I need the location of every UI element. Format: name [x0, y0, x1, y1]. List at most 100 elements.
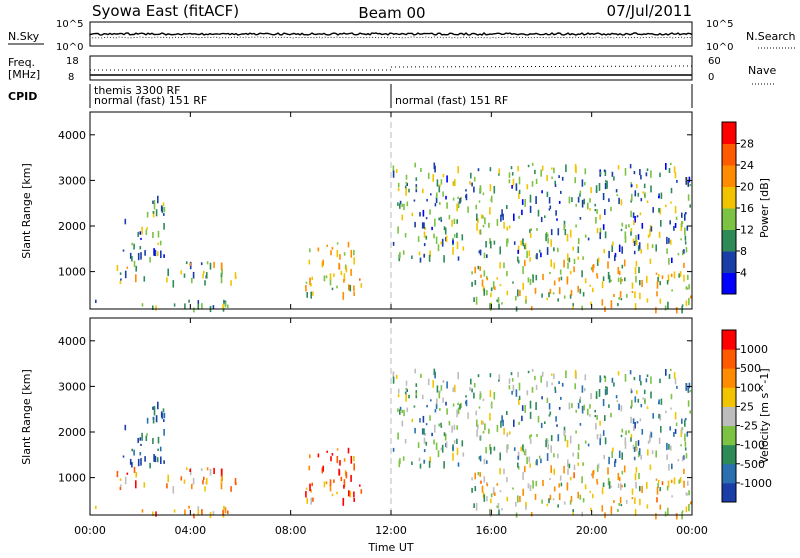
- echo-cell: [554, 386, 556, 391]
- echo-cell: [633, 456, 636, 461]
- echo-cell: [644, 398, 646, 405]
- echo-cell: [634, 190, 637, 197]
- echo-cell: [473, 503, 475, 508]
- echo-cell: [353, 257, 355, 265]
- echo-cell: [145, 229, 148, 235]
- cpid-seg1-line1: themis 3300 RF: [94, 84, 181, 97]
- echo-cell: [433, 439, 435, 445]
- echo-cell: [223, 505, 225, 510]
- echo-cell: [149, 462, 151, 469]
- echo-cell: [685, 247, 688, 253]
- echo-cell: [397, 182, 400, 188]
- echo-cell: [494, 286, 496, 290]
- echo-cell: [614, 252, 617, 257]
- echo-cell: [524, 199, 526, 207]
- echo-cell: [486, 290, 488, 296]
- echo-cell: [445, 441, 448, 449]
- echo-cell: [582, 256, 584, 260]
- echo-cell: [617, 303, 619, 307]
- echo-cell: [617, 371, 620, 376]
- echo-cell: [227, 510, 229, 514]
- echo-cell: [636, 184, 638, 189]
- echo-cell: [656, 291, 658, 297]
- echo-cell: [422, 394, 424, 400]
- echo-cell: [595, 391, 598, 398]
- nsky-strip: N.Sky 10^5 10^0 10^5 10^0 N.Search: [8, 19, 796, 53]
- echo-cell: [549, 411, 552, 415]
- echo-cell: [499, 284, 502, 287]
- echo-cell: [330, 456, 332, 462]
- nsearch-tick-bottom: 10^0: [706, 42, 733, 53]
- echo-cell: [124, 270, 127, 279]
- echo-cell: [621, 485, 623, 488]
- echo-cell: [503, 221, 505, 229]
- echo-cell: [599, 433, 602, 441]
- echo-cell: [546, 439, 549, 444]
- echo-cell: [633, 220, 635, 225]
- echo-cell: [423, 243, 426, 247]
- echo-cell: [540, 169, 542, 177]
- echo-cell: [183, 273, 186, 278]
- echo-cell: [438, 217, 440, 221]
- echo-cell: [646, 298, 649, 303]
- echo-cell: [397, 432, 399, 440]
- echo-cell: [572, 303, 574, 307]
- echo-cell: [686, 225, 689, 231]
- echo-cell: [423, 437, 426, 444]
- echo-cell: [644, 192, 646, 199]
- echo-cell: [230, 280, 232, 286]
- echo-cell: [483, 288, 486, 296]
- echo-cell: [485, 241, 487, 248]
- echo-cell: [153, 201, 156, 210]
- echo-cell: [340, 476, 343, 482]
- echo-cell: [540, 375, 542, 383]
- power-colorbar-label: Power [dB]: [758, 178, 771, 238]
- echo-cell: [617, 277, 620, 282]
- echo-cell: [529, 400, 532, 409]
- echo-cell: [621, 222, 624, 227]
- echo-cell: [451, 219, 453, 227]
- echo-cell: [595, 185, 598, 192]
- echo-cell: [561, 382, 564, 387]
- echo-cell: [635, 481, 637, 489]
- echo-cell: [669, 220, 671, 225]
- echo-cell: [201, 303, 203, 309]
- echo-cell: [554, 389, 557, 393]
- echo-cell: [360, 283, 363, 288]
- echo-cell: [133, 449, 135, 456]
- echo-cell: [162, 408, 165, 413]
- echo-cell: [517, 256, 519, 262]
- echo-cell: [482, 215, 484, 219]
- echo-cell: [678, 479, 680, 484]
- velocity-colorbar: 1000 500 100 25 -25 -100 -500 -1000 Velocity [m…: [721, 329, 772, 503]
- echo-cell: [632, 418, 635, 424]
- echo-cell: [550, 239, 552, 247]
- echo-cell: [625, 430, 627, 435]
- echo-cell: [131, 462, 133, 468]
- echo-cell: [599, 377, 602, 382]
- echo-cell: [548, 403, 551, 410]
- echo-cell: [531, 181, 534, 187]
- echo-cell: [674, 206, 677, 214]
- echo-cell: [508, 431, 511, 435]
- echo-cell: [440, 385, 443, 391]
- echo-cell: [602, 482, 605, 487]
- echo-cell: [433, 368, 436, 376]
- echo-cell: [620, 298, 623, 301]
- cpid-seg1-line2: normal (fast) 151 RF: [94, 94, 207, 107]
- echo-cell: [467, 206, 469, 213]
- echo-cell: [423, 222, 425, 229]
- echo-cell: [596, 258, 599, 266]
- echo-cell: [129, 252, 132, 259]
- echo-cell: [577, 462, 579, 466]
- echo-cell: [193, 307, 195, 313]
- echo-cell: [587, 443, 590, 447]
- echo-cell: [139, 246, 142, 250]
- echo-cell: [220, 263, 223, 271]
- echo-cell: [597, 257, 600, 263]
- echo-cell: [625, 224, 627, 229]
- echo-cell: [685, 453, 688, 459]
- echo-cell: [223, 299, 225, 304]
- echo-cell: [342, 497, 345, 506]
- echo-cell: [160, 205, 163, 212]
